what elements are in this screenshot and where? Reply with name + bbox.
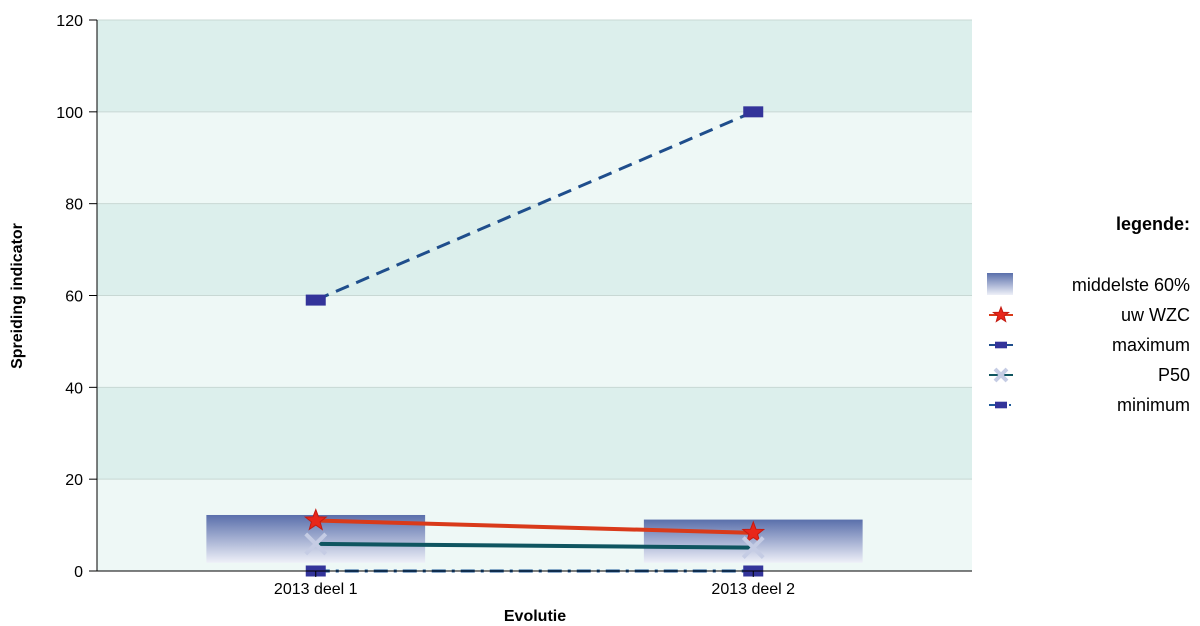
- legend-label: maximum: [1112, 335, 1190, 355]
- y-tick-label: 120: [56, 13, 83, 30]
- legend-item: P50: [989, 365, 1190, 385]
- marker-p50: [741, 536, 765, 559]
- marker-p50: [993, 367, 1009, 383]
- legend-item: middelste 60%: [987, 273, 1190, 295]
- plot-background: [97, 20, 972, 571]
- x-tick-label: 2013 deel 1: [274, 581, 358, 598]
- series-line-maximum: [315, 110, 754, 302]
- marker-maximum: [995, 341, 1007, 349]
- y-tick-label: 20: [65, 472, 83, 489]
- marker-p50: [304, 532, 328, 556]
- x-axis-title: Evolutie: [504, 608, 566, 625]
- marker-uw-wzc: [741, 520, 766, 543]
- legend-swatch-box: [987, 273, 1013, 295]
- y-tick-labels: 0 20 40 60 80 100 120: [56, 13, 83, 581]
- y-tick-label: 60: [65, 289, 83, 306]
- plot-band: [97, 111, 972, 204]
- legend: legende: middelste 60% uw WZC maximum P50 mi…: [987, 214, 1190, 415]
- axes: [89, 19, 972, 577]
- plot-band: [97, 387, 972, 480]
- series-lines: [315, 110, 754, 573]
- x-tick-labels: 2013 deel 1 2013 deel 2: [274, 581, 795, 598]
- plot-band: [97, 295, 972, 388]
- legend-item: minimum: [989, 395, 1190, 415]
- legend-label: uw WZC: [1121, 305, 1190, 325]
- plot-band: [97, 203, 972, 296]
- x-tick-label: 2013 deel 2: [711, 581, 795, 598]
- legend-item: uw WZC: [989, 305, 1190, 325]
- legend-item: maximum: [989, 335, 1190, 355]
- marker-uw-wzc: [992, 305, 1010, 323]
- legend-label: P50: [1158, 365, 1190, 385]
- marker-x-stroke: [741, 536, 765, 559]
- y-axis-title: Spreiding indicator: [9, 223, 26, 369]
- legend-label: middelste 60%: [1072, 275, 1190, 295]
- marker-maximum: [305, 294, 326, 306]
- plot-band: [97, 20, 972, 112]
- marker-minimum: [995, 401, 1007, 409]
- y-tick-label: 80: [65, 197, 83, 214]
- y-tick-label: 100: [56, 105, 83, 122]
- series-line-p50: [315, 541, 754, 550]
- marker-x-stroke: [993, 367, 1009, 383]
- y-tick-label: 40: [65, 380, 83, 397]
- marker-x-stroke: [304, 532, 328, 556]
- legend-label: minimum: [1117, 395, 1190, 415]
- marker-maximum: [743, 106, 764, 118]
- y-tick-label: 0: [74, 564, 83, 581]
- marker-uw-wzc: [303, 508, 328, 531]
- legend-title: legende:: [1116, 214, 1190, 234]
- series-line-uw-wzc: [315, 518, 754, 535]
